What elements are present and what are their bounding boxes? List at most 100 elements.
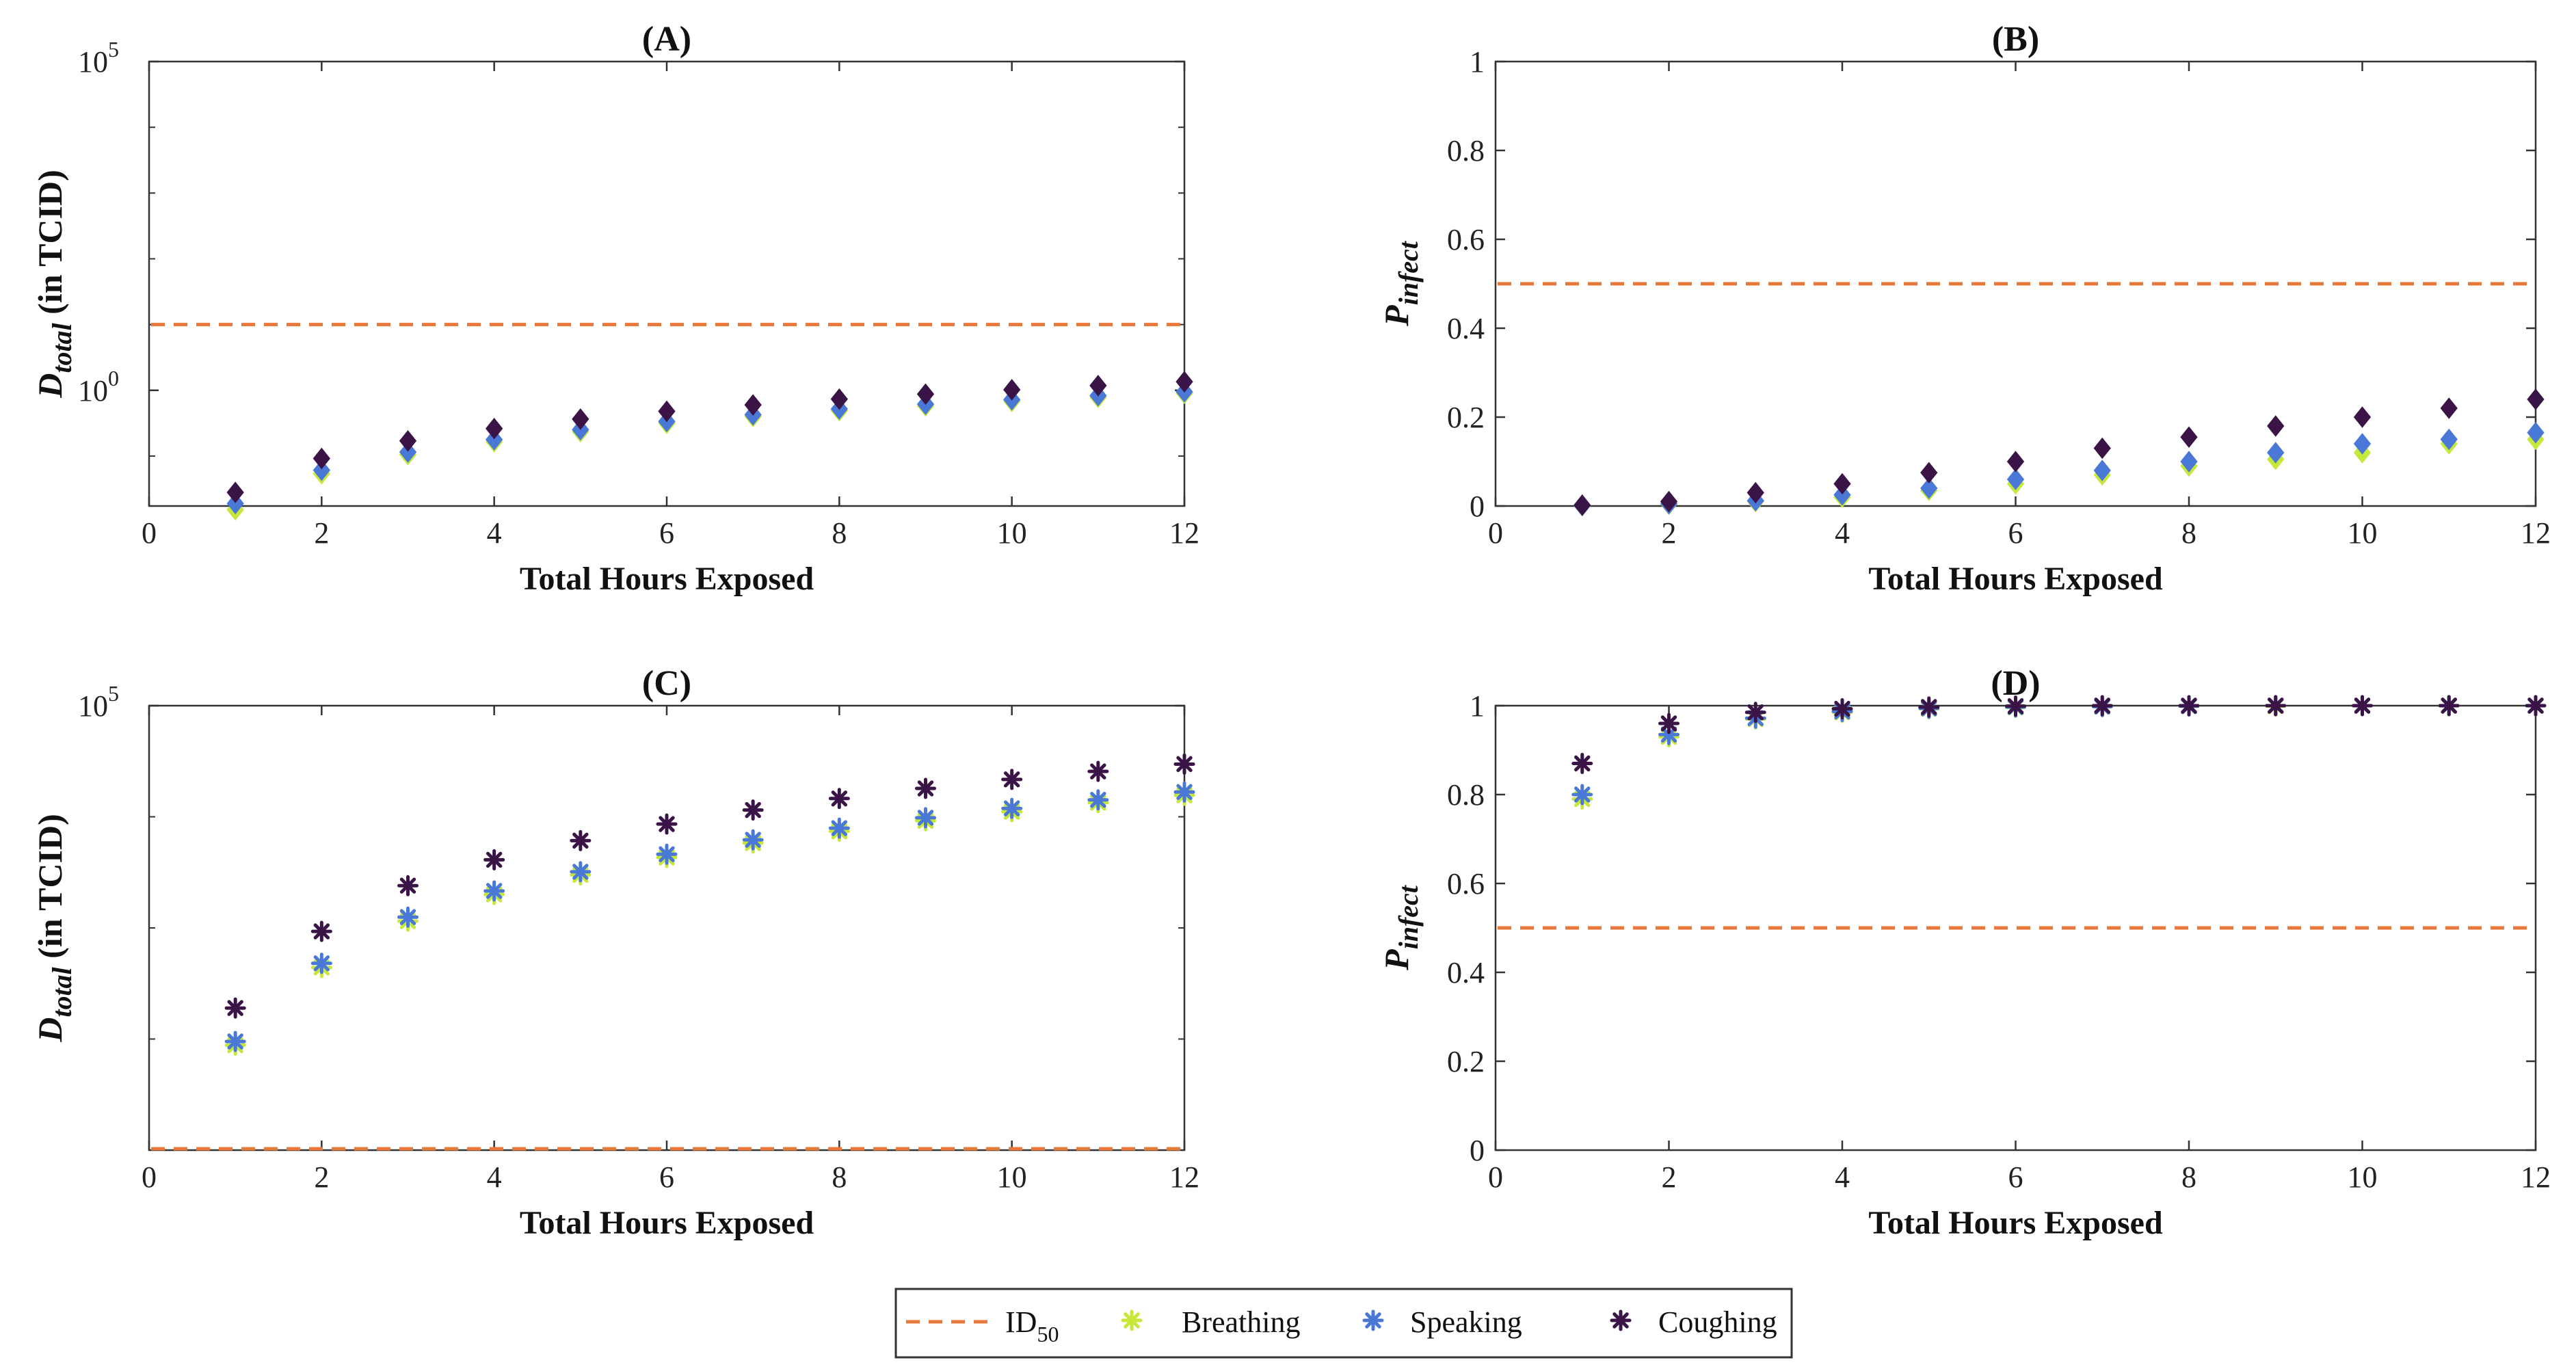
panel-a-series-coughing — [226, 371, 1193, 503]
panel-c-point-coughing — [570, 829, 592, 851]
panel-a-xtick-label: 6 — [659, 516, 674, 550]
panel-b-ytick-label: 0.4 — [1447, 312, 1485, 345]
panel-a-point-coughing — [572, 408, 589, 430]
legend-breathing-glyph — [1121, 1309, 1143, 1331]
panel-b-point-coughing — [1920, 462, 1938, 484]
panel-c-point-coughing — [224, 997, 246, 1019]
panel-c-xtick-label: 2 — [314, 1160, 329, 1194]
panel-d-point-coughing — [1831, 698, 1853, 720]
panel-d-point-speaking — [1571, 784, 1593, 806]
panel-c-ylabel: Dtotal (in TCID) — [31, 814, 77, 1043]
panel-d-xtick-label: 0 — [1488, 1160, 1503, 1194]
panel-d-point-coughing — [1658, 713, 1679, 734]
panel-d-point-coughing — [2005, 695, 2026, 717]
legend-speaking-label: Speaking — [1410, 1305, 1522, 1339]
panel-b-xtick-label: 8 — [2181, 516, 2196, 550]
panel-b-point-speaking — [2527, 421, 2545, 444]
panel-d-point-coughing — [2091, 695, 2113, 717]
panel-c-axes — [148, 704, 1186, 1152]
panel-a-series-breathing — [226, 382, 1193, 521]
panel-c-point-speaking — [397, 906, 419, 928]
legend-box — [894, 1288, 1793, 1359]
panel-c-point-coughing — [742, 799, 764, 821]
panel-d-xtick-label: 12 — [2521, 1160, 2551, 1194]
panel-a-xtick-label: 10 — [997, 516, 1027, 550]
panel-c-point-speaking — [1087, 789, 1109, 811]
panel-b-series-coughing — [1574, 388, 2545, 516]
panel-a-point-coughing — [744, 394, 762, 416]
panel-a-title: (A) — [642, 20, 691, 59]
panel-a-point-coughing — [399, 430, 417, 452]
panel-c-point-coughing — [656, 813, 678, 835]
panel-c-xtick-label: 6 — [659, 1160, 674, 1194]
panel-c-xtick-label: 10 — [997, 1160, 1027, 1194]
panel-c-point-speaking — [828, 817, 850, 839]
panel-b-point-coughing — [2440, 397, 2458, 419]
panel-d-point-coughing — [2352, 695, 2373, 717]
legend-speaking-marker — [1362, 1309, 1384, 1331]
panel-b-ytick-label: 0.2 — [1447, 401, 1485, 434]
panel-d-series-speaking — [1571, 695, 2547, 806]
panel-d-ytick-label: 1 — [1470, 689, 1485, 723]
panel-d-xtick-label: 2 — [1662, 1160, 1677, 1194]
panel-a-point-speaking — [486, 429, 503, 451]
panel-c-point-coughing — [397, 875, 419, 896]
panel-a-point-coughing — [486, 417, 503, 440]
panel-b-point-speaking — [2180, 451, 2198, 472]
panel-b-point-coughing — [1660, 490, 1678, 513]
panel-d-xtick-label: 8 — [2181, 1160, 2196, 1194]
legend-coughing-glyph — [1610, 1309, 1632, 1331]
panel-b-point-coughing — [1574, 494, 1591, 516]
panel-b-xtick-label: 12 — [2521, 516, 2551, 550]
panel-a-ytick-label: 100 — [78, 366, 119, 408]
panel-c-xtick-label: 4 — [487, 1160, 502, 1194]
panel-c: 0 2 4 6 8 10 12 105 (C) Total Hours Exposed Dtotal… — [31, 664, 1199, 1241]
legend-coughing-label: Coughing — [1658, 1305, 1777, 1339]
panel-c-point-coughing — [1173, 753, 1195, 775]
legend-id50-sub: 50 — [1037, 1322, 1059, 1346]
panel-c-xtick-label: 12 — [1169, 1160, 1199, 1194]
panel-a: 0 2 4 6 8 10 12 100 105 (A) Total Hours Exposed Dto… — [31, 20, 1199, 597]
panel-b: 0 2 4 6 8 10 12 0 0.2 0.4 0.6 0.8 1 (B) Total Hours Ex… — [1377, 20, 2551, 597]
panel-b-point-coughing — [2180, 426, 2198, 449]
panel-b-ytick-label: 1 — [1470, 45, 1485, 79]
panel-b-xlabel: Total Hours Exposed — [1868, 561, 2163, 597]
panel-a-point-coughing — [1176, 371, 1193, 393]
panel-c-series-breathing — [224, 784, 1195, 1056]
panel-c-title: (C) — [642, 664, 691, 703]
panel-c-point-coughing — [310, 920, 332, 942]
panel-b-point-speaking — [2440, 428, 2458, 451]
legend-breathing-marker — [1121, 1309, 1143, 1331]
panel-d-ylabel: Pinfect — [1377, 884, 1424, 971]
panel-d-point-coughing — [1918, 696, 1940, 718]
panel-a-point-coughing — [226, 481, 244, 503]
panel-c-point-speaking — [656, 843, 678, 865]
panel-d-ytick-label: 0.8 — [1447, 778, 1485, 812]
panel-d-point-coughing — [2265, 695, 2287, 717]
panel-c-series-coughing — [224, 753, 1195, 1019]
panel-a-ytick-label: 105 — [78, 37, 119, 79]
panel-b-series-speaking — [1574, 421, 2545, 517]
panel-b-xtick-label: 2 — [1662, 516, 1677, 550]
panel-d-ytick-label: 0.2 — [1447, 1045, 1485, 1078]
panel-b-ytick-label: 0 — [1470, 490, 1485, 523]
legend: ID50 Breathing Speaking Coughing — [894, 1288, 1793, 1359]
panel-c-point-coughing — [1087, 760, 1109, 782]
panel-b-point-coughing — [1833, 472, 1851, 495]
panel-a-point-coughing — [830, 388, 848, 410]
panel-d-xtick-label: 6 — [2008, 1160, 2023, 1194]
panel-b-point-coughing — [2267, 415, 2285, 437]
panel-b-title: (B) — [1992, 20, 2039, 59]
panel-c-point-coughing — [483, 849, 505, 870]
panel-b-ytick-label: 0.6 — [1447, 223, 1485, 256]
panel-b-series-breathing — [1574, 428, 2545, 517]
panel-d-xtick-label: 10 — [2348, 1160, 2378, 1194]
panel-a-point-coughing — [658, 400, 676, 423]
panel-d-point-coughing — [2178, 695, 2200, 717]
panel-d-ytick-label: 0.4 — [1447, 956, 1485, 989]
panel-c-xtick-label: 0 — [142, 1160, 157, 1194]
panel-d-point-speaking — [1658, 723, 1679, 745]
panel-a-xtick-label: 0 — [142, 516, 157, 550]
panel-d-series-breathing — [1571, 695, 2547, 810]
